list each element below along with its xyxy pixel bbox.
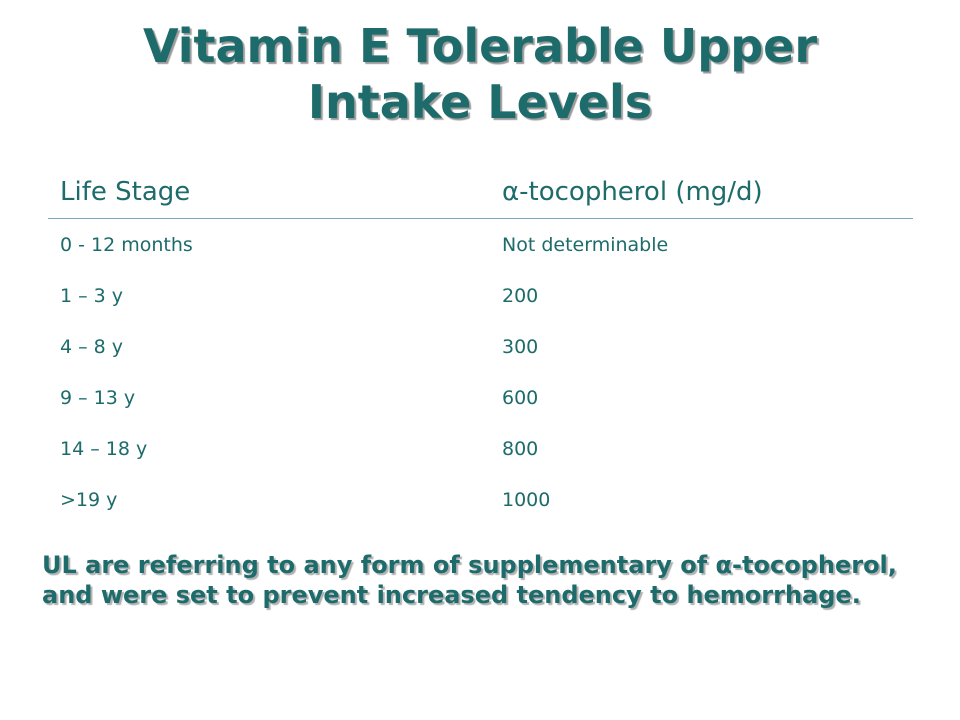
intake-table: Life Stage α-tocopherol (mg/d) 0 - 12 mo… xyxy=(48,166,913,525)
slide-title-line-2: Intake Levels xyxy=(307,75,653,129)
cell-life-stage: 9 – 13 y xyxy=(60,386,136,409)
table-row: 1 – 3 y 200 xyxy=(48,270,913,321)
slide-title: Vitamin E Tolerable Upper Intake Levels xyxy=(0,18,960,130)
cell-amount: 200 xyxy=(502,284,539,307)
cell-life-stage: 14 – 18 y xyxy=(60,437,148,460)
cell-life-stage: 4 – 8 y xyxy=(60,335,124,358)
cell-amount: 1000 xyxy=(502,488,551,511)
table-row: 14 – 18 y 800 xyxy=(48,423,913,474)
cell-amount: 600 xyxy=(502,386,539,409)
footnote: UL are referring to any form of suppleme… xyxy=(42,551,897,609)
table-row: >19 y 1000 xyxy=(48,474,913,525)
header-life-stage: Life Stage xyxy=(48,166,490,219)
cell-life-stage: >19 y xyxy=(60,488,118,511)
table-row: 9 – 13 y 600 xyxy=(48,372,913,423)
slide-title-line-1: Vitamin E Tolerable Upper xyxy=(142,19,818,73)
cell-amount: Not determinable xyxy=(502,233,669,256)
cell-life-stage: 0 - 12 months xyxy=(60,233,193,256)
cell-life-stage: 1 – 3 y xyxy=(60,284,124,307)
cell-amount: 800 xyxy=(502,437,539,460)
table-header-row: Life Stage α-tocopherol (mg/d) xyxy=(48,166,913,219)
table-row: 4 – 8 y 300 xyxy=(48,321,913,372)
table-row: 0 - 12 months Not determinable xyxy=(48,219,913,271)
cell-amount: 300 xyxy=(502,335,539,358)
header-tocopherol: α-tocopherol (mg/d) xyxy=(490,166,913,219)
